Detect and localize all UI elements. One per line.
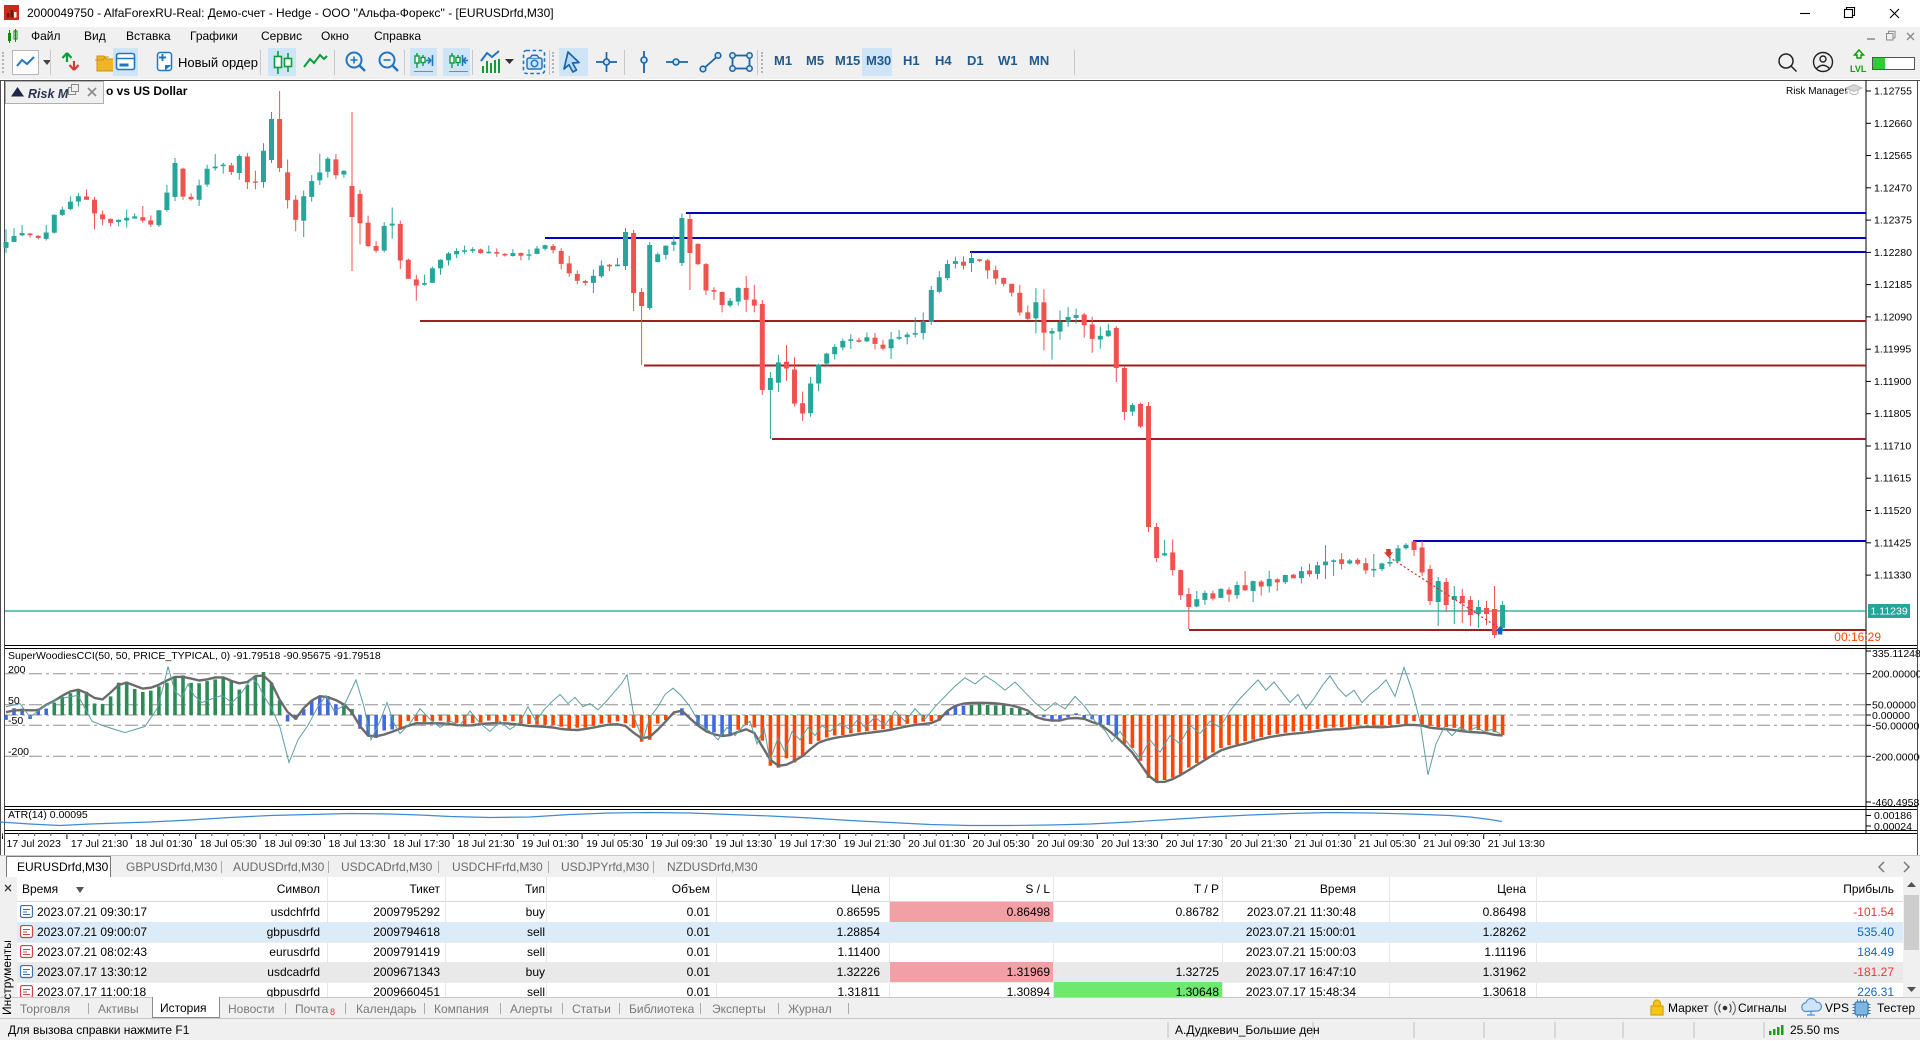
svg-text:1.11900: 1.11900 [1874, 376, 1911, 388]
svg-text:19 Jul 17:30: 19 Jul 17:30 [779, 838, 836, 850]
svg-text:21 Jul 01:30: 21 Jul 01:30 [1295, 838, 1352, 850]
svg-text:335.11248: 335.11248 [1872, 648, 1920, 660]
svg-text:25.50 ms: 25.50 ms [1790, 1023, 1839, 1037]
svg-text:1.11520: 1.11520 [1874, 505, 1911, 517]
svg-text:1.11425: 1.11425 [1874, 537, 1911, 549]
svg-text:17 Jul 21:30: 17 Jul 21:30 [71, 838, 128, 850]
svg-text:18 Jul 09:30: 18 Jul 09:30 [264, 838, 321, 850]
svg-text:20 Jul 09:30: 20 Jul 09:30 [1037, 838, 1094, 850]
svg-text:1.12280: 1.12280 [1874, 247, 1912, 259]
svg-text:1.11615: 1.11615 [1874, 473, 1911, 485]
svg-text:o vs US Dollar: o vs US Dollar [106, 84, 188, 98]
svg-text:20 Jul 05:30: 20 Jul 05:30 [973, 838, 1030, 850]
svg-text:1.12565: 1.12565 [1874, 150, 1912, 162]
svg-text:1.11805: 1.11805 [1874, 408, 1911, 420]
svg-text:50: 50 [8, 695, 20, 707]
svg-text:18 Jul 21:30: 18 Jul 21:30 [457, 838, 514, 850]
svg-text:200.00000: 200.00000 [1872, 669, 1920, 681]
svg-text:-50: -50 [8, 715, 23, 727]
svg-text:-200.00000: -200.00000 [1872, 751, 1920, 763]
svg-text:20 Jul 17:30: 20 Jul 17:30 [1166, 838, 1223, 850]
svg-text:19 Jul 13:30: 19 Jul 13:30 [715, 838, 772, 850]
svg-text:0.00024: 0.00024 [1874, 821, 1912, 833]
svg-text:VPS: VPS [1825, 1001, 1849, 1015]
svg-text:20 Jul 01:30: 20 Jul 01:30 [908, 838, 965, 850]
svg-text:18 Jul 17:30: 18 Jul 17:30 [393, 838, 450, 850]
svg-text:Сигналы: Сигналы [1738, 1001, 1787, 1015]
svg-text:21 Jul 13:30: 21 Jul 13:30 [1488, 838, 1545, 850]
svg-text:-200: -200 [8, 746, 29, 758]
svg-text:18 Jul 13:30: 18 Jul 13:30 [329, 838, 386, 850]
svg-text:21 Jul 09:30: 21 Jul 09:30 [1423, 838, 1480, 850]
svg-text:Risk M: Risk M [28, 87, 69, 101]
svg-text:1.12755: 1.12755 [1874, 86, 1912, 98]
svg-text:Risk Manager: Risk Manager [1786, 86, 1848, 97]
svg-text:Тестер: Тестер [1877, 1001, 1915, 1015]
svg-text:20 Jul 21:30: 20 Jul 21:30 [1230, 838, 1287, 850]
svg-text:LVL: LVL [1850, 64, 1867, 74]
svg-text:ATR(14) 0.00095: ATR(14) 0.00095 [8, 809, 88, 821]
svg-text:19 Jul 01:30: 19 Jul 01:30 [522, 838, 579, 850]
svg-text:21 Jul 05:30: 21 Jul 05:30 [1359, 838, 1416, 850]
svg-text:1.12185: 1.12185 [1874, 279, 1912, 291]
svg-text:19 Jul 05:30: 19 Jul 05:30 [586, 838, 643, 850]
svg-text:1.11995: 1.11995 [1874, 344, 1911, 356]
svg-text:17 Jul 2023: 17 Jul 2023 [7, 838, 61, 850]
svg-text:Инструменты: Инструменты [0, 940, 14, 1015]
svg-text:1.12660: 1.12660 [1874, 118, 1912, 130]
svg-text:1.12470: 1.12470 [1874, 182, 1912, 194]
svg-text:1.11330: 1.11330 [1874, 570, 1911, 582]
svg-text:Маркет: Маркет [1668, 1001, 1709, 1015]
svg-text:19 Jul 21:30: 19 Jul 21:30 [844, 838, 901, 850]
svg-text:20 Jul 13:30: 20 Jul 13:30 [1101, 838, 1158, 850]
svg-text:1.12375: 1.12375 [1874, 215, 1912, 227]
svg-text:1.11239: 1.11239 [1871, 606, 1908, 618]
svg-text:18 Jul 01:30: 18 Jul 01:30 [135, 838, 192, 850]
svg-text:19 Jul 09:30: 19 Jul 09:30 [651, 838, 708, 850]
svg-text:-460.49581: -460.49581 [1872, 797, 1920, 809]
svg-text:18 Jul 05:30: 18 Jul 05:30 [200, 838, 257, 850]
svg-text:00:16:29: 00:16:29 [1834, 630, 1881, 644]
svg-text:-50.00000: -50.00000 [1872, 720, 1919, 732]
svg-text:SuperWoodiesCCI(50, 50, PRICE_: SuperWoodiesCCI(50, 50, PRICE_TYPICAL, 0… [8, 650, 381, 662]
svg-text:1.11710: 1.11710 [1874, 441, 1911, 453]
svg-text:1.12090: 1.12090 [1874, 311, 1912, 323]
svg-text:200: 200 [8, 664, 26, 676]
